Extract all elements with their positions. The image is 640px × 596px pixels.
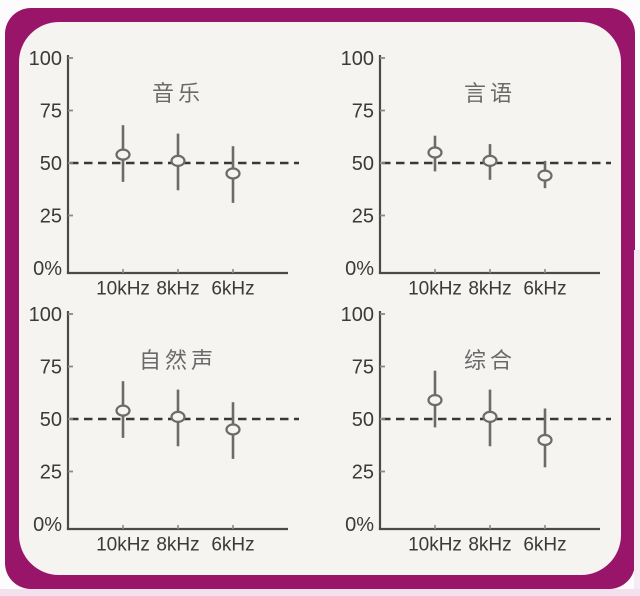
x-tick-label: 8kHz: [156, 279, 199, 300]
data-point-marker: [427, 393, 443, 407]
y-tick-label: 75: [40, 101, 62, 123]
data-point-marker: [537, 433, 553, 447]
x-tick-label: 6kHz: [523, 279, 566, 300]
y-tick-label: 75: [352, 101, 374, 123]
y-tick-label: 75: [40, 357, 62, 379]
data-point-marker: [482, 154, 498, 168]
x-tick-label: 10kHz: [408, 535, 462, 556]
y-tick-label: 100: [29, 304, 62, 326]
y-tick-label: 0%: [33, 258, 62, 280]
y-tick-label: 0%: [33, 514, 62, 536]
data-point-marker: [225, 167, 241, 180]
y-tick-label: 50: [352, 153, 374, 175]
right-edge-strip: [634, 250, 640, 589]
data-point-marker: [482, 410, 498, 424]
x-tick-label: 8kHz: [156, 535, 199, 556]
subplot-combined: 100 75 50 25 0% 10kHz 8kHz 6kHz 综合: [330, 296, 630, 558]
y-tick-label: 75: [352, 357, 374, 379]
x-tick-label: 10kHz: [408, 279, 462, 300]
subplot-combined-canvas: 100 75 50 25 0% 10kHz 8kHz 6kHz: [341, 304, 611, 556]
subplot-music-canvas: 100 75 50 25 0% 10kHz 8kHz 6kHz: [29, 48, 299, 300]
y-tick-label: 100: [29, 48, 62, 70]
subplot-speech: 100 75 50 25 0% 10kHz 8kHz 6kHz 言语: [330, 40, 630, 302]
x-tick-label: 10kHz: [96, 279, 150, 300]
x-tick-label: 6kHz: [211, 279, 254, 300]
subplot-music-title: 音乐: [151, 81, 204, 106]
magenta-frame: [5, 8, 635, 589]
y-tick-label: 25: [40, 206, 62, 228]
y-tick-label: 0%: [345, 514, 374, 536]
x-tick-label: 8kHz: [468, 535, 511, 556]
x-tick-label: 6kHz: [211, 535, 254, 556]
subplot-combined-title: 综合: [463, 348, 516, 373]
subplot-natural-sound-title: 自然声: [138, 348, 217, 373]
data-point-marker: [115, 148, 131, 161]
data-point-marker: [225, 423, 241, 436]
x-tick-label: 6kHz: [523, 535, 566, 556]
y-tick-label: 25: [40, 462, 62, 484]
y-tick-label: 100: [341, 304, 374, 326]
y-tick-label: 50: [40, 409, 62, 431]
y-tick-label: 0%: [345, 258, 374, 280]
data-point-marker: [115, 404, 131, 417]
subplot-natural-sound-canvas: 100 75 50 25 0% 10kHz 8kHz 6kHz: [29, 304, 299, 556]
y-tick-label: 25: [352, 206, 374, 228]
subplot-speech-canvas: 100 75 50 25 0% 10kHz 8kHz 6kHz: [341, 48, 611, 300]
data-point-marker: [537, 169, 553, 182]
bottom-edge-strip: [0, 589, 640, 596]
subplot-music: 100 75 50 25 0% 10kHz 8kHz 6kHz 音乐: [18, 40, 318, 302]
y-tick-label: 100: [341, 48, 374, 70]
y-tick-label: 50: [352, 409, 374, 431]
chart-panel: [19, 22, 621, 575]
subplot-natural-sound: 100 75 50 25 0% 10kHz 8kHz 6kHz 自然声: [18, 296, 318, 558]
y-tick-label: 25: [352, 462, 374, 484]
x-tick-label: 10kHz: [96, 535, 150, 556]
data-point-marker: [170, 154, 186, 168]
x-tick-label: 8kHz: [468, 279, 511, 300]
data-point-marker: [170, 410, 186, 424]
y-tick-label: 50: [40, 153, 62, 175]
subplot-speech-title: 言语: [463, 81, 516, 106]
data-point-marker: [427, 146, 443, 159]
